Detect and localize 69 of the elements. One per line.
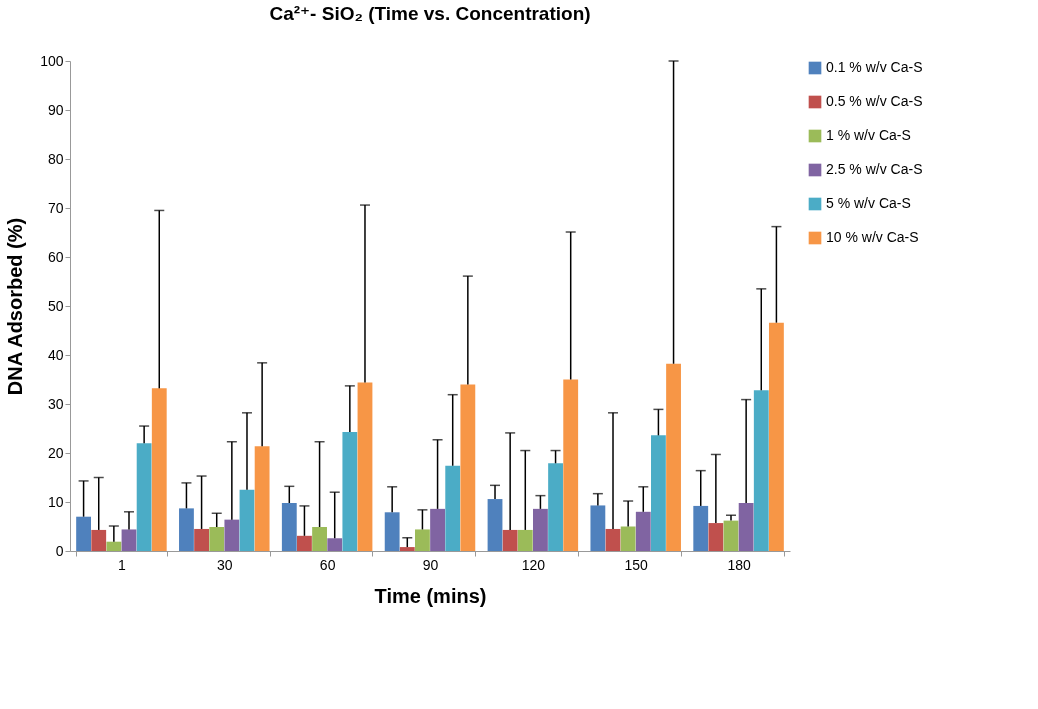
bar (91, 529, 107, 551)
bar (254, 446, 270, 551)
bar (533, 508, 548, 551)
bar (502, 529, 518, 551)
bar (239, 489, 255, 551)
bar (460, 384, 476, 551)
legend-label: 5 % w/v Ca-S (826, 195, 911, 211)
x-tick-label: 1 (118, 556, 127, 573)
bar (151, 388, 167, 551)
bar (415, 529, 430, 551)
y-tick-label: 10 (47, 493, 64, 510)
bar (445, 465, 461, 551)
chart-title: Ca²⁺- SiO₂ (Time vs. Concentration) (269, 3, 591, 24)
bar (635, 511, 651, 551)
x-tick-label: 120 (521, 556, 546, 573)
legend-label: 2.5 % w/v Ca-S (826, 161, 923, 177)
x-tick-label: 60 (319, 556, 336, 573)
bar (563, 379, 579, 551)
legend-label: 1 % w/v Ca-S (826, 127, 911, 143)
bar (327, 538, 343, 551)
bar (620, 526, 636, 551)
bar (357, 382, 373, 551)
bar (76, 516, 91, 551)
bar (136, 443, 152, 551)
bar (312, 526, 327, 551)
y-tick-label: 50 (47, 297, 64, 314)
bar (297, 535, 312, 551)
bar (342, 431, 358, 551)
y-axis-title: DNA Adsorbed (%) (4, 217, 27, 396)
bar (430, 508, 445, 551)
y-tick-label: 80 (47, 150, 64, 167)
bar (281, 502, 297, 551)
bar (723, 520, 739, 551)
x-tick-label: 90 (422, 556, 439, 573)
bar (769, 322, 784, 551)
bar (605, 528, 621, 551)
bar (693, 505, 709, 551)
bar (224, 519, 240, 551)
y-tick-label: 70 (47, 199, 64, 216)
x-axis-title: Time (mins) (374, 584, 487, 607)
y-tick-label: 40 (47, 346, 64, 363)
x-tick-label: 30 (217, 556, 233, 573)
bar (738, 502, 754, 551)
legend-label: 0.1 % w/v Ca-S (826, 59, 923, 75)
bar (106, 541, 122, 551)
y-tick-label: 30 (47, 395, 64, 412)
bar (548, 463, 563, 551)
bar (666, 363, 681, 551)
x-tick-label: 180 (727, 556, 751, 573)
bar (121, 529, 137, 551)
y-tick-label: 0 (55, 542, 64, 559)
bar (517, 529, 533, 551)
bar (651, 435, 666, 551)
legend-label: 10 % w/v Ca-S (826, 229, 919, 245)
bar (384, 512, 400, 551)
bar (590, 505, 606, 551)
y-tick-label: 20 (47, 444, 64, 461)
bar (194, 528, 209, 551)
y-tick-label: 100 (40, 52, 64, 69)
x-tick-label: 150 (624, 556, 649, 573)
y-tick-label: 60 (47, 248, 64, 265)
bar (753, 390, 769, 551)
legend-label: 0.5 % w/v Ca-S (826, 93, 923, 109)
y-tick-label: 90 (47, 101, 64, 118)
bar (708, 523, 724, 551)
bar (179, 508, 194, 551)
bar (399, 547, 415, 551)
bar (487, 499, 503, 551)
bar (209, 526, 225, 551)
